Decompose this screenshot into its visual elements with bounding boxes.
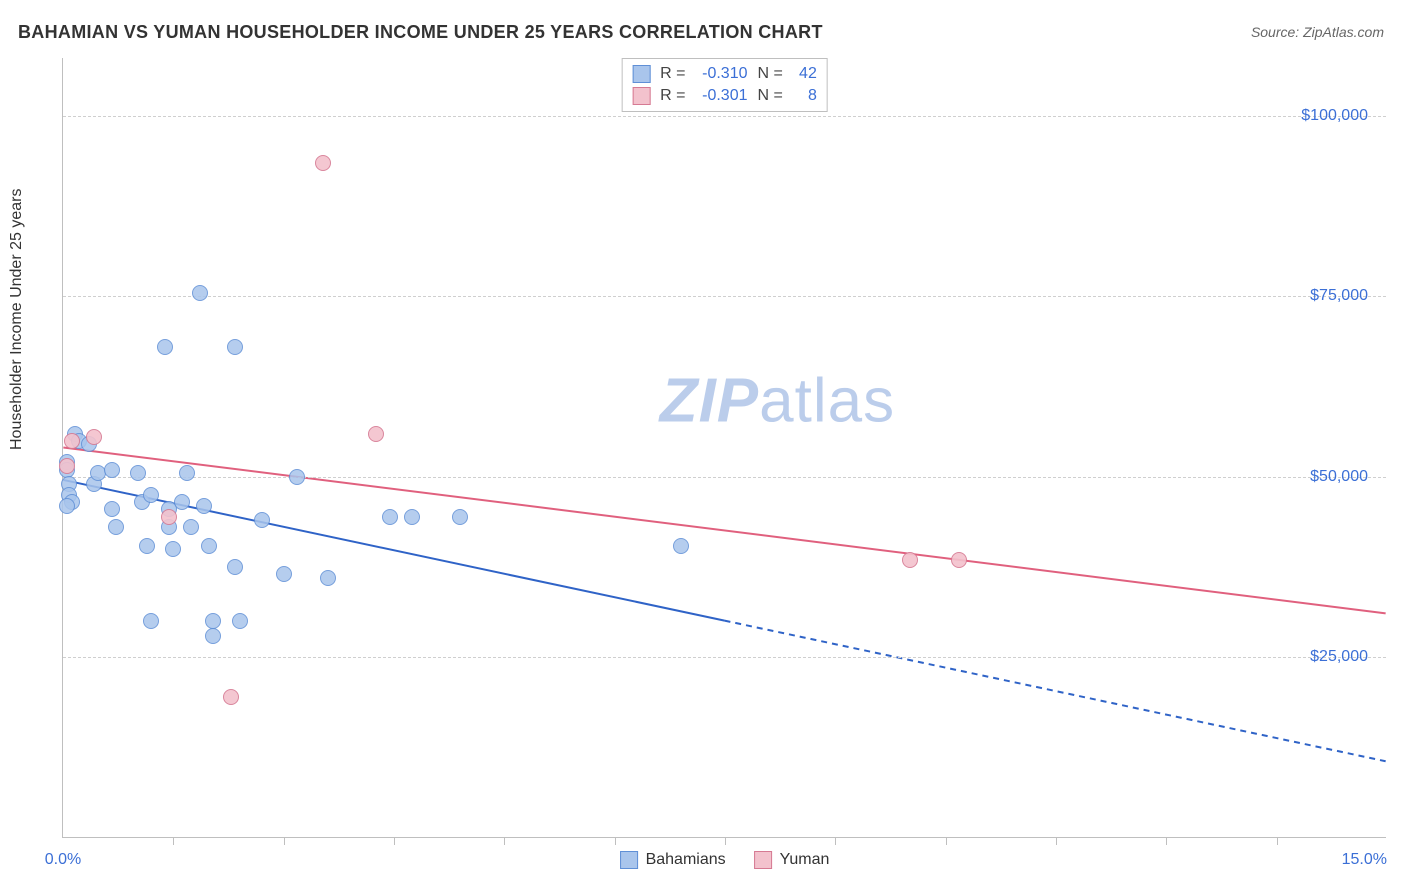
legend-stats-row-yuman: R = -0.301 N = 8 [632,85,817,107]
data-point-bahamians [174,494,190,510]
chart-title: BAHAMIAN VS YUMAN HOUSEHOLDER INCOME UND… [18,22,823,43]
data-point-bahamians [104,462,120,478]
y-tick-label: $75,000 [1310,287,1368,305]
x-tick [615,837,616,845]
data-point-bahamians [192,285,208,301]
data-point-bahamians [227,339,243,355]
stat-r-label: R = [660,63,685,85]
y-tick-label: $100,000 [1301,107,1368,125]
data-point-bahamians [227,559,243,575]
legend-label-yuman: Yuman [780,851,830,869]
stat-n-label: N = [758,63,783,85]
watermark-atlas: atlas [759,366,895,435]
trend-lines-layer [63,58,1386,837]
source-name: ZipAtlas.com [1303,24,1384,40]
legend-label-bahamians: Bahamians [646,851,726,869]
gridline [63,477,1386,478]
legend-stats-row-bahamians: R = -0.310 N = 42 [632,63,817,85]
data-point-bahamians [165,541,181,557]
data-point-bahamians [232,613,248,629]
data-point-bahamians [196,498,212,514]
swatch-yuman [632,87,650,105]
data-point-bahamians [183,519,199,535]
data-point-yuman [315,155,331,171]
data-point-yuman [59,458,75,474]
watermark: ZIPatlas [660,365,895,436]
stat-n-label: N = [758,85,783,107]
data-point-bahamians [382,509,398,525]
data-point-bahamians [289,469,305,485]
data-point-bahamians [59,498,75,514]
chart-container: BAHAMIAN VS YUMAN HOUSEHOLDER INCOME UND… [0,0,1406,892]
gridline [63,296,1386,297]
legend-item-bahamians: Bahamians [620,851,726,869]
source-attribution: Source: ZipAtlas.com [1251,24,1384,40]
stat-n-value-bahamians: 42 [793,63,817,85]
data-point-yuman [902,552,918,568]
x-tick [284,837,285,845]
data-point-bahamians [143,613,159,629]
y-tick-label: $50,000 [1310,468,1368,486]
gridline [63,657,1386,658]
data-point-bahamians [205,613,221,629]
trend-line [63,480,724,621]
stat-r-label: R = [660,85,685,107]
stat-r-value-bahamians: -0.310 [696,63,748,85]
x-tick [1166,837,1167,845]
x-tick-label: 0.0% [45,851,81,869]
data-point-bahamians [320,570,336,586]
x-tick [725,837,726,845]
stat-n-value-yuman: 8 [793,85,817,107]
x-tick [1277,837,1278,845]
x-tick [835,837,836,845]
data-point-bahamians [104,501,120,517]
data-point-bahamians [254,512,270,528]
x-tick [173,837,174,845]
x-tick [504,837,505,845]
data-point-bahamians [452,509,468,525]
swatch-bahamians [632,65,650,83]
x-tick-label: 15.0% [1342,851,1387,869]
legend-item-yuman: Yuman [754,851,830,869]
y-tick-label: $25,000 [1310,648,1368,666]
data-point-bahamians [130,465,146,481]
data-point-yuman [64,433,80,449]
data-point-yuman [161,509,177,525]
data-point-bahamians [143,487,159,503]
data-point-bahamians [205,628,221,644]
data-point-bahamians [179,465,195,481]
data-point-bahamians [139,538,155,554]
data-point-bahamians [108,519,124,535]
data-point-yuman [951,552,967,568]
y-axis-label: Householder Income Under 25 years [8,189,26,450]
swatch-bahamians [620,851,638,869]
data-point-bahamians [276,566,292,582]
plot-area: ZIPatlas R = -0.310 N = 42 R = -0.301 N … [62,58,1386,838]
legend-stats-box: R = -0.310 N = 42 R = -0.301 N = 8 [621,58,828,112]
x-tick [394,837,395,845]
x-tick [1056,837,1057,845]
data-point-bahamians [201,538,217,554]
data-point-yuman [86,429,102,445]
x-tick [946,837,947,845]
source-prefix: Source: [1251,24,1303,40]
legend-series: Bahamians Yuman [620,851,830,869]
gridline [63,116,1386,117]
data-point-bahamians [404,509,420,525]
data-point-bahamians [157,339,173,355]
data-point-bahamians [673,538,689,554]
trend-line [725,621,1386,762]
data-point-yuman [223,689,239,705]
stat-r-value-yuman: -0.301 [696,85,748,107]
swatch-yuman [754,851,772,869]
watermark-zip: ZIP [660,366,759,435]
data-point-yuman [368,426,384,442]
trend-line [63,448,1385,614]
